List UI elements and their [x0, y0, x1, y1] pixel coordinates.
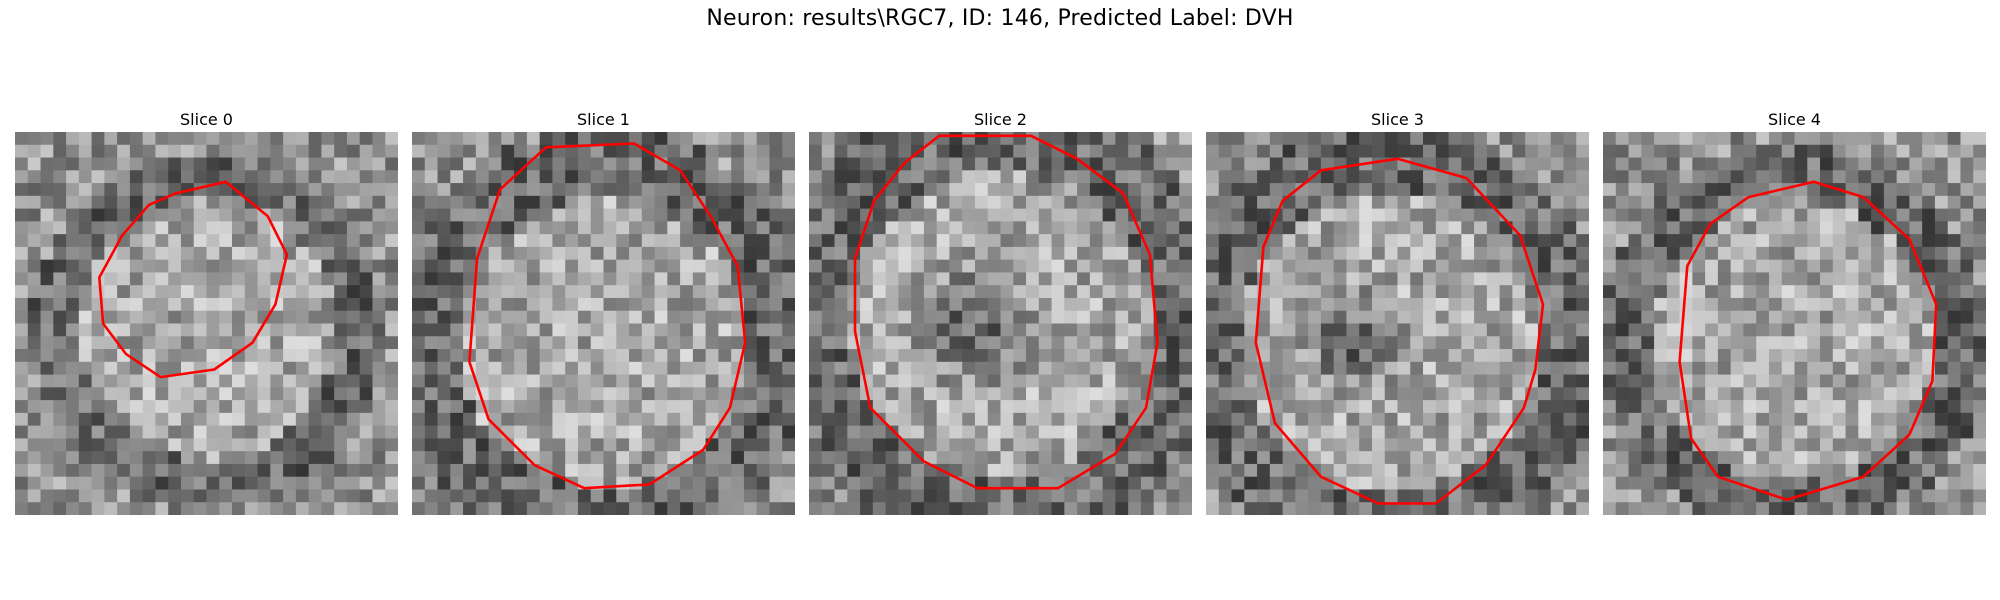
slice-title: Slice 2 [974, 110, 1027, 129]
slice-title: Slice 3 [1371, 110, 1424, 129]
slice-image [809, 132, 1192, 515]
red-contour [1254, 157, 1545, 505]
slice-panel-4: Slice 4 [1603, 108, 1986, 515]
slice-title: Slice 1 [577, 110, 630, 129]
figure-title: Neuron: results\RGC7, ID: 146, Predicted… [706, 6, 1294, 31]
slice-panel-2: Slice 2 [809, 108, 1192, 515]
slice-image [1603, 132, 1986, 515]
slice-image [1206, 132, 1589, 515]
red-contour [1678, 180, 1938, 502]
red-contour [468, 142, 747, 490]
slice-panel-1: Slice 1 [412, 108, 795, 515]
slice-image [15, 132, 398, 515]
slice-panel-3: Slice 3 [1206, 108, 1589, 515]
slice-title: Slice 4 [1768, 110, 1821, 129]
slice-image [412, 132, 795, 515]
red-contour [98, 180, 289, 379]
slice-title: Slice 0 [180, 110, 233, 129]
slice-panel-0: Slice 0 [15, 108, 398, 515]
red-contour [853, 134, 1159, 490]
